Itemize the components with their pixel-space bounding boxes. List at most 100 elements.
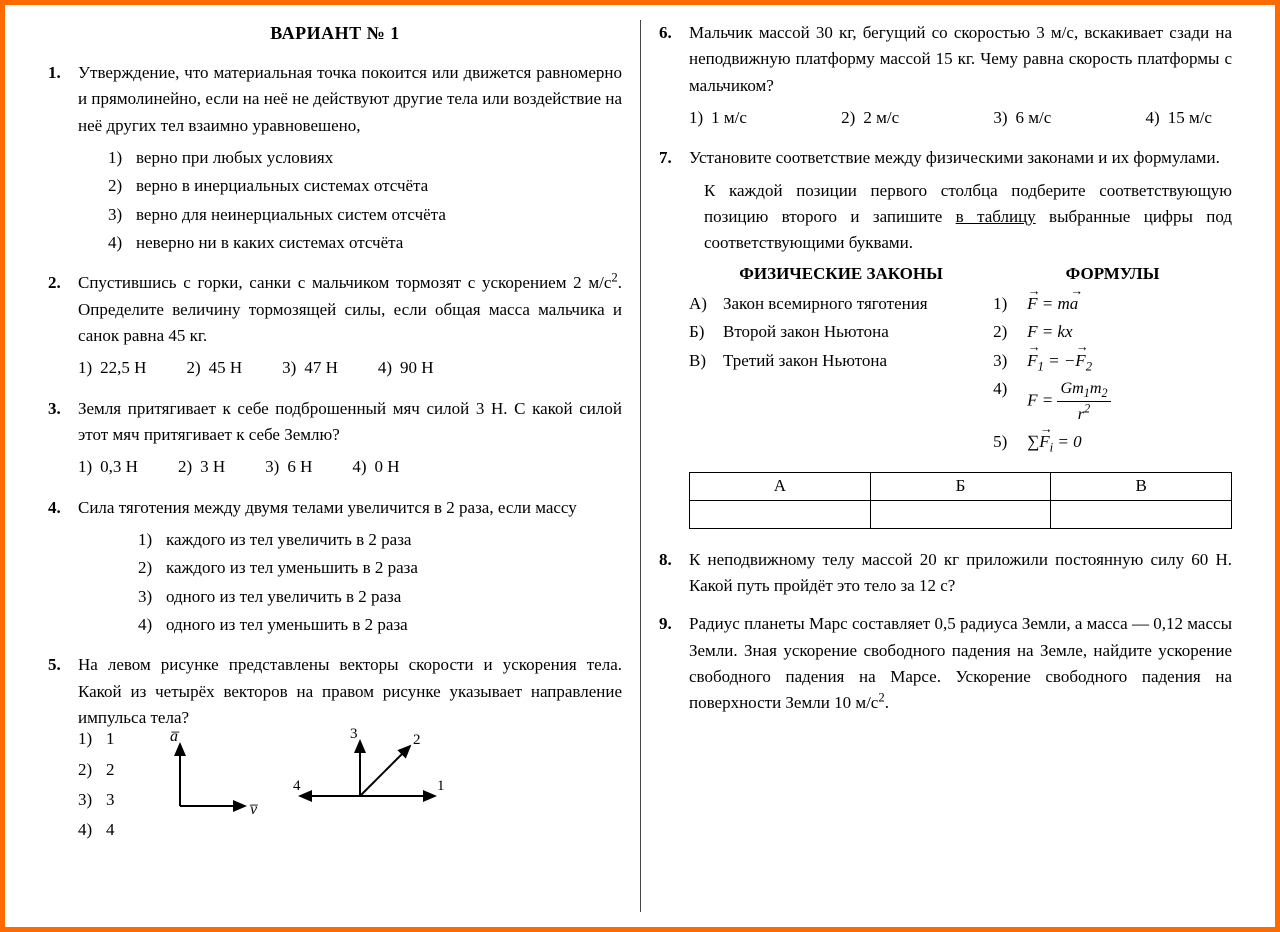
q4-opt-1: 1)каждого из тел увеличить в 2 раза	[138, 527, 622, 553]
q1-num: 1.	[48, 60, 78, 258]
q7-text1: Установите соответствие между физическим…	[689, 148, 1220, 167]
q4-body: Сила тяготения между двумя телами увелич…	[78, 495, 622, 641]
q7-laws-head: ФИЗИЧЕСКИЕ ЗАКОНЫ	[689, 261, 993, 287]
question-7: 7. Установите соответствие между физичес…	[659, 145, 1232, 528]
q6-text: Мальчик массой 30 кг, бегущий со скорост…	[689, 23, 1232, 95]
q7-formulas-col: ФОРМУЛЫ 1)F = ma 2)F = kx 3)F1 = −F2 4)F…	[993, 261, 1232, 458]
q1-opt-3: 3)верно для неинерциальных систем отсчёт…	[108, 202, 622, 228]
q3-body: Земля притягивает к себе подброшенный мя…	[78, 396, 622, 483]
q4-opt-2: 2)каждого из тел уменьшить в 2 раза	[138, 555, 622, 581]
q1-text: Утверждение, что материальная точка поко…	[78, 63, 622, 135]
q2-options: 1)22,5 Н 2)45 Н 3)47 Н 4)90 Н	[78, 355, 622, 383]
q7-f5: 5)∑Fi = 0	[993, 429, 1232, 455]
q3-text: Земля притягивает к себе подброшенный мя…	[78, 399, 622, 444]
q3-opt-4: 4)0 Н	[352, 454, 399, 480]
q7-num: 7.	[659, 145, 689, 528]
q3-opt-1: 1)0,3 Н	[78, 454, 138, 480]
q7-th-c: В	[1051, 472, 1232, 500]
q2-opt-3: 3)47 Н	[282, 355, 338, 381]
question-8: 8. К неподвижному телу массой 20 кг прил…	[659, 547, 1232, 600]
q7-f3: 3)F1 = −F2	[993, 348, 1232, 374]
svg-text:2: 2	[413, 732, 421, 748]
q8-body: К неподвижному телу массой 20 кг приложи…	[689, 547, 1232, 600]
q6-num: 6.	[659, 20, 689, 133]
q5-opt-1: 1)1	[78, 726, 115, 752]
q9-num: 9.	[659, 611, 689, 716]
q1-opt-2: 2)верно в инерциальных системах отсчёта	[108, 173, 622, 199]
q7-ans-b[interactable]	[870, 500, 1051, 528]
question-4: 4. Сила тяготения между двумя телами уве…	[48, 495, 622, 641]
worksheet-page: ВАРИАНТ № 1 1. Утверждение, что материал…	[0, 0, 1280, 932]
svg-text:v̅: v̅	[248, 801, 257, 818]
question-9: 9. Радиус планеты Марс составляет 0,5 ра…	[659, 611, 1232, 716]
q7-match: ФИЗИЧЕСКИЕ ЗАКОНЫ А)Закон всемирного тяг…	[689, 261, 1232, 458]
q5-text: На левом рисунке представлены векторы ск…	[78, 655, 622, 727]
q5-left-diagram: a̅ v̅	[135, 726, 265, 826]
svg-text:a̅: a̅	[170, 728, 180, 745]
right-column: 6. Мальчик массой 30 кг, бегущий со скор…	[640, 20, 1250, 912]
q5-num: 5.	[48, 652, 78, 845]
q7-f4: 4)F = Gm1m2r2	[993, 376, 1232, 427]
q2-opt-4: 4)90 Н	[378, 355, 434, 381]
q8-num: 8.	[659, 547, 689, 600]
q7-ans-c[interactable]	[1051, 500, 1232, 528]
left-column: ВАРИАНТ № 1 1. Утверждение, что материал…	[30, 20, 640, 912]
q3-opt-3: 3)6 Н	[265, 454, 312, 480]
q6-opt-2: 2)2 м/с	[841, 105, 899, 131]
q7-text2: К каждой позиции первого столбца подбери…	[689, 178, 1232, 257]
svg-text:1: 1	[437, 778, 445, 794]
q7-th-a: А	[690, 472, 871, 500]
q7-body: Установите соответствие между физическим…	[689, 145, 1232, 528]
q5-opt-4: 4)4	[78, 817, 115, 843]
q1-body: Утверждение, что материальная точка поко…	[78, 60, 622, 258]
q7-ans-a[interactable]	[690, 500, 871, 528]
q9-text-b: .	[885, 693, 889, 712]
q7-law-c: В)Третий закон Ньютона	[689, 348, 993, 374]
q7-law-b: Б)Второй закон Ньютона	[689, 319, 993, 345]
table-row	[690, 500, 1232, 528]
q5-opt-3: 3)3	[78, 787, 115, 813]
q6-options: 1)1 м/с 2)2 м/с 3)6 м/с 4)15 м/с	[689, 105, 1232, 133]
svg-text:3: 3	[350, 726, 358, 742]
q7-answer-table: А Б В	[689, 472, 1232, 529]
q6-body: Мальчик массой 30 кг, бегущий со скорост…	[689, 20, 1232, 133]
q4-text: Сила тяготения между двумя телами увелич…	[78, 498, 577, 517]
question-5: 5. На левом рисунке представлены векторы…	[48, 652, 622, 845]
q7-laws-col: ФИЗИЧЕСКИЕ ЗАКОНЫ А)Закон всемирного тяг…	[689, 261, 993, 458]
q4-opt-3: 3)одного из тел увеличить в 2 раза	[138, 584, 622, 610]
q6-opt-1: 1)1 м/с	[689, 105, 747, 131]
q2-opt-2: 2)45 Н	[186, 355, 242, 381]
q4-opt-4: 4)одного из тел уменьшить в 2 раза	[138, 612, 622, 638]
q5-opt-2: 2)2	[78, 757, 115, 783]
q2-body: Спустившись с горки, санки с мальчиком т…	[78, 270, 622, 383]
q1-opt-1: 1)верно при любых условиях	[108, 145, 622, 171]
q6-opt-3: 3)6 м/с	[993, 105, 1051, 131]
svg-text:4: 4	[293, 778, 301, 794]
q3-opt-2: 2)3 Н	[178, 454, 225, 480]
q9-body: Радиус планеты Марс составляет 0,5 радиу…	[689, 611, 1232, 716]
q7-th-b: Б	[870, 472, 1051, 500]
q1-opt-4: 4)неверно ни в каких системах отсчёта	[108, 230, 622, 256]
q5-body: На левом рисунке представлены векторы ск…	[78, 652, 622, 845]
q1-options: 1)верно при любых условиях 2)верно в ине…	[78, 145, 622, 256]
q3-num: 3.	[48, 396, 78, 483]
variant-title: ВАРИАНТ № 1	[48, 20, 622, 48]
question-2: 2. Спустившись с горки, санки с мальчико…	[48, 270, 622, 383]
table-row: А Б В	[690, 472, 1232, 500]
q2-text-a: Спустившись с горки, санки с мальчиком т…	[78, 273, 611, 292]
q9-text-a: Радиус планеты Марс составляет 0,5 радиу…	[689, 614, 1232, 712]
q2-num: 2.	[48, 270, 78, 383]
q8-text: К неподвижному телу массой 20 кг приложи…	[689, 550, 1232, 595]
question-6: 6. Мальчик массой 30 кг, бегущий со скор…	[659, 20, 1232, 133]
q7-f1: 1)F = ma	[993, 291, 1232, 317]
q5-options: 1)1 2)2 3)3 4)4	[78, 726, 115, 845]
q5-right-diagram: 3 2 1 4	[285, 726, 455, 826]
q3-options: 1)0,3 Н 2)3 Н 3)6 Н 4)0 Н	[78, 454, 622, 482]
question-1: 1. Утверждение, что материальная точка п…	[48, 60, 622, 258]
q4-options: 1)каждого из тел увеличить в 2 раза 2)ка…	[78, 527, 622, 638]
q2-opt-1: 1)22,5 Н	[78, 355, 146, 381]
q4-num: 4.	[48, 495, 78, 641]
q7-law-a: А)Закон всемирного тяготения	[689, 291, 993, 317]
q6-opt-4: 4)15 м/с	[1146, 105, 1212, 131]
question-3: 3. Земля притягивает к себе подброшенный…	[48, 396, 622, 483]
